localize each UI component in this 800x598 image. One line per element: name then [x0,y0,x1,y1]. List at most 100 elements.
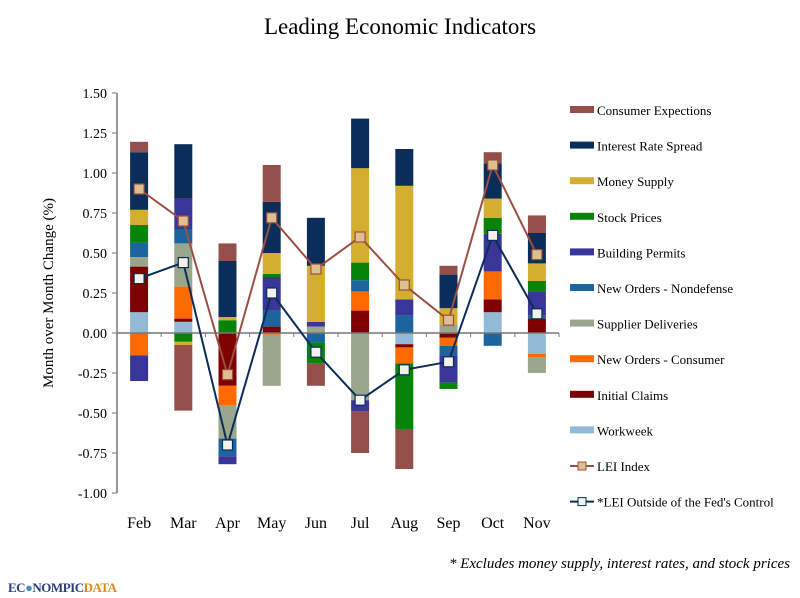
legend-label: Stock Prices [597,210,662,225]
bar-segment [174,321,193,333]
bar-segment [439,382,458,389]
legend-swatch [570,355,594,363]
line-marker [487,229,499,241]
bar-segment [439,265,458,275]
bar-segment [218,261,237,317]
chart-title: Leading Economic Indicators [263,14,537,39]
line-marker [354,231,366,243]
bar-segment [306,333,325,343]
line-marker [398,364,410,376]
legend-swatch [570,177,594,185]
bar-segment [130,141,149,153]
bar-segment [527,357,546,373]
bar-segment [174,333,193,342]
legend-label: New Orders - Nondefense [597,281,733,296]
bar-segment [351,291,370,311]
bar-segment [130,225,149,243]
bar-segment [174,341,193,345]
legend-label: Workweek [597,423,653,438]
line-marker [177,215,189,227]
bar-segment [174,144,193,199]
bar-segment [262,310,281,327]
bar-segment [130,333,149,356]
bar-segment [218,456,237,465]
y-axis-label: Month over Month Change (%) [41,198,57,388]
line-marker [487,159,499,171]
legend-label: Building Permits [597,245,685,260]
bar-segment [306,363,325,386]
bar-segment [306,265,325,322]
bar-segment [483,312,502,333]
bar-segment [130,209,149,225]
bar-segment [351,262,370,281]
bar-segment [218,320,237,333]
y-tick-label: -0.75 [78,447,107,462]
bar-segment [439,333,458,338]
bar-segment [351,333,370,401]
bar-segment [218,385,237,405]
y-tick-label: 0.50 [83,247,108,262]
y-tick-label: 1.00 [83,167,108,182]
bar-segment [130,355,149,381]
bar-segment [439,324,458,333]
bar-segment [395,299,414,316]
y-tick-label: 0.75 [83,207,108,222]
line-marker [531,308,543,320]
bar-segment [351,400,370,412]
x-tick-label: Jul [351,515,370,532]
bar-segment [483,271,502,300]
x-tick-label: Mar [170,515,197,532]
y-tick-label: 1.25 [83,127,108,142]
x-tick-label: Nov [523,515,551,532]
line-marker [133,273,145,285]
y-tick-label: 1.50 [83,87,108,102]
bar-segment [527,263,546,281]
bar-segment [130,312,149,333]
legend-swatch [570,106,594,113]
bar-segment [130,152,149,210]
legend-swatch [570,319,594,327]
line-marker [177,257,189,269]
x-tick-label: May [257,515,286,532]
bar-segment [439,274,458,309]
bar-segment [218,317,237,321]
bar-segment [306,217,325,266]
series-line [138,162,538,379]
bar-segment [218,243,237,261]
bar-segment [262,333,281,335]
bar-segment [527,333,546,354]
bar-segment [395,315,414,333]
bar-segment [262,253,281,274]
bar-segment [262,326,281,333]
bar-segment [527,215,546,233]
y-tick-label: 0.25 [83,287,108,302]
bar-segment [174,318,193,322]
y-tick-label: 0.00 [83,327,108,342]
bar-segment [351,411,370,453]
bar-segment [395,363,414,429]
line-marker [310,263,322,275]
line-marker [221,369,234,381]
bar-segment [527,353,546,357]
legend-swatch [570,426,594,434]
line-marker [531,249,543,261]
bar-segment [306,321,325,327]
line-marker [442,314,455,326]
legend-label: Interest Rate Spread [597,139,703,154]
line-marker [266,287,278,299]
bar-segment [395,185,414,300]
legend-swatch [570,248,594,256]
x-tick-label: Jun [305,515,327,532]
x-tick-label: Oct [481,515,505,532]
bar-segment [262,165,281,202]
bar-segment [174,286,193,319]
x-tick-label: Feb [127,515,151,532]
line-marker [266,212,278,224]
legend-marker [577,461,587,471]
bar-segment [439,337,458,346]
legend-swatch [570,212,594,220]
bar-segment [130,242,149,257]
legend-label: New Orders - Consumer [597,352,725,367]
legend-swatch [570,390,594,398]
